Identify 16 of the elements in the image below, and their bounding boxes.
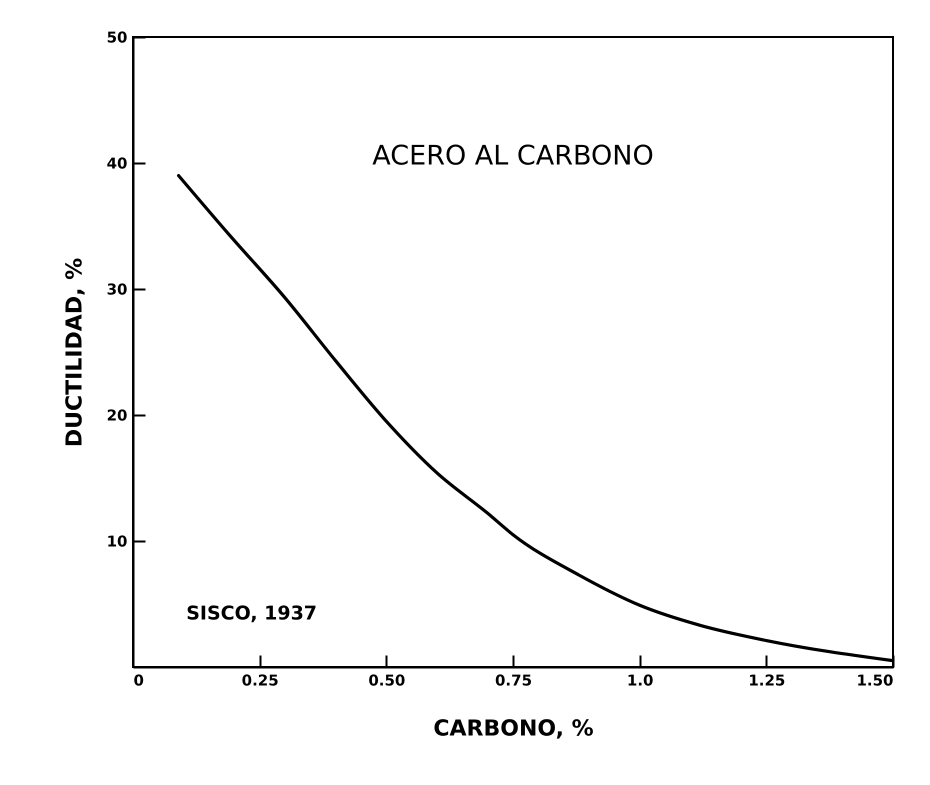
y-tick-label: 20 <box>106 406 128 424</box>
x-tick-label: 0.50 <box>368 672 406 690</box>
annotation: SISCO, 1937 <box>186 602 318 624</box>
x-tick-label: 1.50 <box>856 672 894 690</box>
x-tick-label: 1.0 <box>626 672 654 690</box>
y-tick-label: 50 <box>106 28 128 46</box>
x-tick-label: 0.25 <box>242 672 279 690</box>
annotation: ACERO AL CARBONO <box>372 140 654 172</box>
x-tick-label: 1.25 <box>748 672 786 690</box>
x-axis-title: CARBONO, % <box>433 716 594 742</box>
y-axis-title: DUCTILIDAD, % <box>62 258 88 448</box>
y-tick-label: 40 <box>106 154 128 172</box>
x-tick-label: 0.75 <box>494 672 532 690</box>
x-tick-label: 0 <box>134 672 144 690</box>
y-tick-label: 10 <box>106 532 128 550</box>
y-tick-label: 30 <box>106 280 128 298</box>
